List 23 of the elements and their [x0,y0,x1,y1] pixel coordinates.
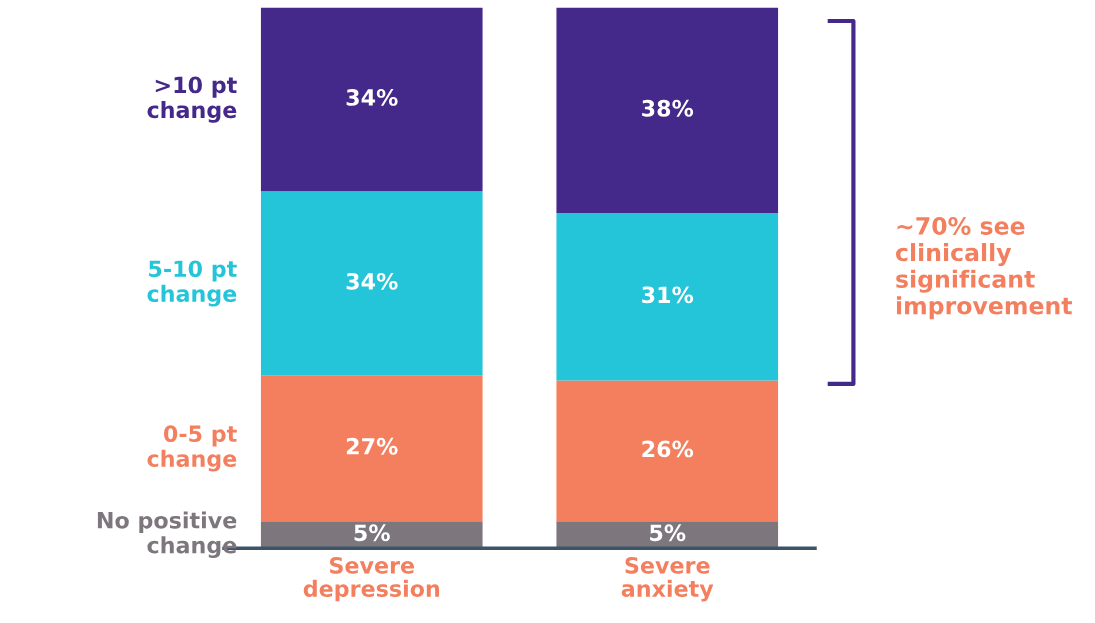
text: ~70% see clinically significant improvement [896,217,1073,320]
bar [260,7,483,192]
series-label: 0-5 pt change [147,425,237,472]
x-tick-label: Severe depression [303,556,440,602]
series-label: 5-10 pt change [147,260,237,307]
bar [260,375,483,522]
data-label: 31% [642,286,694,304]
bar [556,380,779,522]
series-label: No positive change [97,511,237,558]
data-label: 34% [346,272,398,290]
data-label: 26% [642,440,694,458]
bar [556,7,779,213]
bar [260,191,483,376]
x-tick-label: Severe anxiety [621,556,714,602]
data-label: 5% [650,524,686,542]
bar [556,521,779,549]
data-label: 5% [354,524,390,542]
data-label: 34% [346,89,398,106]
bar [260,521,483,549]
bar [556,212,779,381]
series-label: >10 pt change [147,76,237,123]
data-label: 27% [346,437,398,455]
data-label: 38% [642,99,694,117]
